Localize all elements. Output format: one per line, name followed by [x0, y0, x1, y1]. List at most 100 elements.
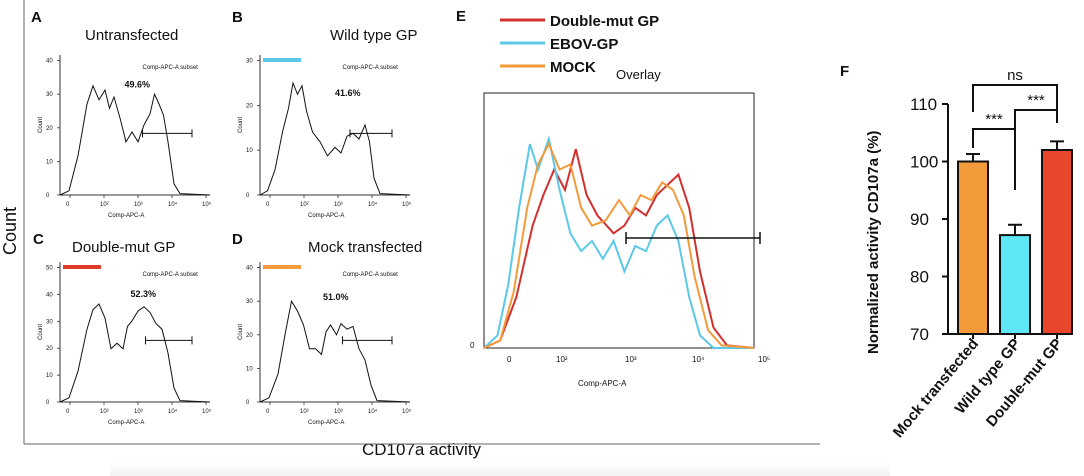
- panel-ytick-label-A: 10: [46, 159, 53, 165]
- panel-ytick-label-A: 0: [46, 193, 50, 199]
- bar-ytick-label: 70: [910, 325, 929, 344]
- panel-ytick-label-D: 40: [246, 266, 253, 272]
- panel-xtick-label-D: 10²: [300, 409, 309, 415]
- panel-letter-D: D: [232, 231, 243, 248]
- figure-x-label: CD107a activity: [362, 440, 482, 459]
- panel-ytick-label-A: 40: [46, 59, 53, 65]
- panel-xtick-label-D: 10⁴: [368, 408, 378, 415]
- panel-ytick-label-D: 20: [246, 333, 253, 339]
- panel-ylabel-B: Count: [238, 117, 244, 133]
- panel-letter-C: C: [33, 231, 44, 248]
- panel-ytick-label-B: 20: [246, 103, 253, 109]
- panel-title-C: Double-mut GP: [72, 239, 175, 256]
- histogram-line-A: [59, 84, 211, 196]
- panel-ytick-label-C: 50: [46, 266, 53, 272]
- sig-bracket-1: [1014, 109, 1058, 136]
- panel-letter-F: F: [840, 63, 849, 80]
- overlay-xaxis-label: Comp-APC-A: [578, 379, 627, 388]
- overlay-plot-frame: [483, 92, 755, 349]
- panel-ylabel-D: Count: [238, 324, 244, 340]
- overlay-xtick-label: 0: [507, 355, 512, 364]
- panel-ytick-label-A: 30: [46, 92, 53, 98]
- gate-percent-A: 49.6%: [125, 79, 151, 89]
- panel-xtick-label-D: 10³: [334, 409, 343, 415]
- bar-ytick-label: 80: [910, 268, 929, 287]
- panel-ylabel-C: Count: [38, 324, 44, 340]
- sig-bracket-2: [972, 84, 1058, 112]
- overlay-ytick-label: 0: [470, 341, 475, 350]
- panel-title-D: Mock transfected: [308, 239, 422, 256]
- panel-xaxis-label-D: Comp-APC-A: [308, 420, 344, 426]
- legend-swatch-D: [263, 265, 301, 269]
- panel-ytick-label-D: 30: [246, 299, 253, 305]
- panel-title-A: Untransfected: [85, 27, 178, 44]
- overlay-title: Overlay: [616, 67, 661, 82]
- histogram-line-C: [59, 303, 211, 403]
- bar-2: [1041, 149, 1073, 335]
- panel-xtick-label-B: 10³: [334, 202, 343, 208]
- overlay-curve-2: [483, 141, 755, 349]
- overlay-curve-1: [483, 135, 754, 349]
- panel-xtick-label-C: 0: [66, 409, 70, 415]
- bar-category-label-2: Double-mut GP: [983, 336, 1066, 431]
- panel-xtick-label-D: 0: [266, 409, 270, 415]
- panel-letter-E: E: [456, 8, 466, 25]
- panel-ytick-label-A: 20: [46, 126, 53, 132]
- overlay-legend-label-0: Double-mut GP: [550, 13, 659, 30]
- bar-ytick-label: 110: [910, 95, 937, 114]
- gate-label-B: Comp-APC-A subset: [343, 65, 399, 71]
- panel-xtick-label-A: 10²: [100, 202, 109, 208]
- overlay-xtick-label: 10³: [625, 355, 637, 364]
- panel-ytick-label-B: 0: [246, 193, 250, 199]
- panel-xtick-label-B: 10⁴: [368, 201, 378, 208]
- panel-title-B: Wild type GP: [330, 27, 418, 44]
- sig-bracket-0-label: ***: [985, 111, 1003, 128]
- overlay-xtick-label: 10⁵: [758, 355, 770, 364]
- panel-letter-A: A: [31, 9, 42, 26]
- gate-percent-C: 52.3%: [131, 289, 157, 299]
- panel-xaxis-label-A: Comp-APC-A: [108, 213, 144, 219]
- histogram-line-B: [259, 81, 411, 196]
- panel-ytick-label-C: 20: [46, 346, 53, 352]
- bar-ylabel: Normalized activity CD107a (%): [865, 131, 882, 354]
- panel-xtick-label-C: 10⁵: [202, 408, 212, 415]
- panel-xtick-label-B: 10⁵: [402, 201, 412, 208]
- overlay-legend-label-2: MOCK: [550, 59, 596, 76]
- bottom-fade-strip: [110, 462, 890, 476]
- panel-xtick-label-D: 10⁵: [402, 408, 412, 415]
- panel-xtick-label-B: 10²: [300, 202, 309, 208]
- panel-xtick-label-A: 10⁴: [168, 201, 178, 208]
- panel-ytick-label-D: 0: [246, 400, 250, 406]
- overlay-xtick-label: 10⁴: [692, 355, 705, 364]
- panel-ytick-label-C: 0: [46, 400, 50, 406]
- panel-xtick-label-C: 10⁴: [168, 408, 178, 415]
- panel-xtick-label-C: 10²: [100, 409, 109, 415]
- overlay-curve-0: [483, 148, 755, 349]
- panel-xtick-label-B: 0: [266, 202, 270, 208]
- bar-0: [957, 160, 989, 335]
- panel-ytick-label-B: 10: [246, 148, 253, 154]
- gate-label-D: Comp-APC-A subset: [343, 272, 399, 278]
- panel-xaxis-label-B: Comp-APC-A: [308, 213, 344, 219]
- panel-xtick-label-A: 10³: [134, 202, 143, 208]
- histogram-line-D: [259, 299, 411, 403]
- sig-bracket-2-label: ns: [1007, 67, 1023, 84]
- panel-xtick-label-C: 10³: [134, 409, 143, 415]
- panel-letter-B: B: [232, 9, 243, 26]
- legend-swatch-B: [263, 58, 301, 62]
- legend-swatch-C: [63, 265, 101, 269]
- panel-ytick-label-D: 10: [246, 366, 253, 372]
- panel-ytick-label-B: 30: [246, 59, 253, 65]
- panel-ytick-label-C: 40: [46, 292, 53, 298]
- sig-bracket-1-label: ***: [1027, 92, 1045, 109]
- gate-percent-D: 51.0%: [323, 292, 349, 302]
- sig-bracket-0: [972, 128, 1016, 190]
- bar-ytick-label: 100: [910, 153, 938, 172]
- panel-ytick-label-C: 30: [46, 319, 53, 325]
- panel-xtick-label-A: 10⁵: [202, 201, 212, 208]
- overlay-xtick-label: 10²: [556, 355, 568, 364]
- gate-label-C: Comp-APC-A subset: [143, 272, 199, 278]
- gate-percent-B: 41.6%: [335, 88, 361, 98]
- panel-ylabel-A: Count: [38, 117, 44, 133]
